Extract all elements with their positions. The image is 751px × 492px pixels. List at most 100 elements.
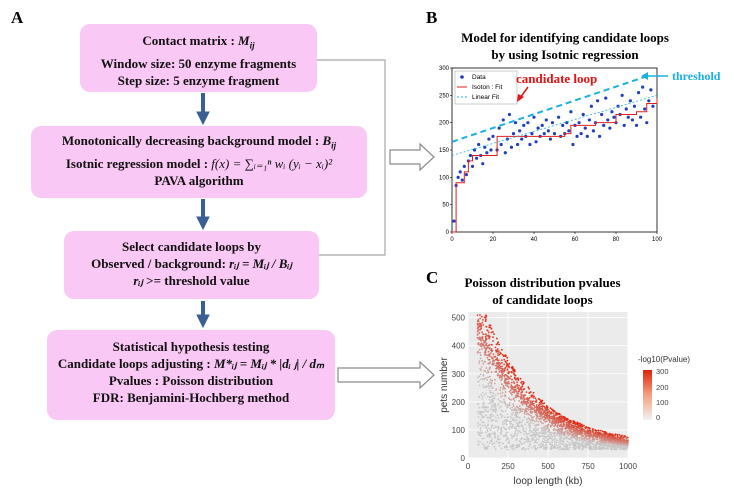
loop-point bbox=[486, 430, 489, 432]
loop-point bbox=[618, 436, 621, 439]
loop-point bbox=[490, 356, 493, 358]
loop-point bbox=[568, 422, 570, 425]
loop-point bbox=[580, 423, 583, 426]
loop-point bbox=[581, 429, 584, 432]
loop-point bbox=[491, 400, 493, 403]
loop-point bbox=[483, 424, 486, 427]
loop-point bbox=[479, 429, 482, 432]
loop-point bbox=[492, 395, 494, 397]
loop-point bbox=[523, 387, 526, 390]
loop-point bbox=[518, 443, 521, 446]
loop-point bbox=[521, 385, 524, 387]
loop-point bbox=[591, 428, 594, 431]
loop-point bbox=[539, 405, 542, 408]
loop-point bbox=[591, 440, 594, 442]
loop-point bbox=[572, 436, 574, 438]
loop-point bbox=[550, 408, 553, 411]
loop-point bbox=[494, 394, 497, 397]
loop-point bbox=[497, 425, 500, 428]
loop-point bbox=[511, 371, 513, 374]
loop-point bbox=[583, 436, 586, 439]
loop-point bbox=[547, 438, 550, 441]
data-point bbox=[518, 129, 522, 133]
loop-point bbox=[500, 379, 502, 381]
loop-point bbox=[549, 443, 551, 446]
loop-point bbox=[518, 405, 521, 407]
box4-line2-text: Candidate loops adjusting : bbox=[57, 356, 214, 371]
loop-point bbox=[534, 441, 537, 444]
loop-point bbox=[498, 376, 501, 379]
loop-point bbox=[566, 447, 569, 449]
loop-point bbox=[525, 432, 528, 435]
loop-point bbox=[525, 440, 527, 443]
loop-point bbox=[570, 431, 573, 433]
loop-point bbox=[591, 441, 593, 444]
loop-point bbox=[505, 445, 508, 448]
loop-point bbox=[494, 355, 497, 358]
loop-point bbox=[503, 354, 505, 357]
data-point bbox=[497, 126, 501, 130]
loop-point bbox=[481, 384, 484, 386]
loop-point bbox=[494, 378, 496, 381]
loop-point bbox=[516, 419, 518, 422]
loop-point bbox=[551, 441, 553, 443]
loop-point bbox=[548, 418, 551, 420]
loop-point bbox=[479, 423, 481, 426]
loop-point bbox=[481, 321, 484, 324]
loop-point bbox=[548, 410, 551, 413]
loop-point bbox=[528, 445, 530, 448]
loop-point bbox=[507, 364, 509, 366]
loop-point bbox=[506, 407, 509, 409]
loop-point bbox=[515, 411, 517, 414]
loop-point bbox=[529, 425, 532, 428]
isoton-fit-line bbox=[452, 98, 658, 233]
loop-point bbox=[511, 435, 514, 438]
loop-point bbox=[569, 438, 572, 441]
loop-point bbox=[492, 415, 495, 417]
loop-point bbox=[476, 322, 479, 325]
loop-point bbox=[527, 402, 530, 404]
loop-point bbox=[485, 426, 488, 429]
select-candidate-box: Select candidate loops by Observed / bac… bbox=[64, 231, 319, 299]
loop-point bbox=[510, 423, 513, 425]
loop-point bbox=[517, 390, 520, 393]
loop-point bbox=[532, 400, 534, 402]
loop-point bbox=[559, 445, 562, 448]
loop-point bbox=[509, 425, 512, 428]
data-point bbox=[544, 118, 548, 122]
loop-point bbox=[498, 427, 500, 430]
loop-point bbox=[481, 378, 484, 381]
loop-point bbox=[487, 395, 489, 398]
loop-point bbox=[484, 320, 487, 323]
loop-point bbox=[530, 412, 532, 414]
loop-point bbox=[520, 395, 523, 398]
loop-point bbox=[532, 391, 535, 394]
loop-point bbox=[568, 433, 571, 436]
loop-point bbox=[550, 434, 553, 436]
loop-point bbox=[614, 433, 617, 436]
loop-point bbox=[624, 446, 627, 449]
box3-line3-text: >= threshold value bbox=[142, 273, 250, 288]
loop-point bbox=[596, 434, 599, 436]
loop-point bbox=[478, 322, 481, 325]
loop-point bbox=[485, 431, 487, 434]
panel-c-title-line1: Poisson distribution pvalues bbox=[464, 275, 621, 290]
loop-point bbox=[505, 377, 508, 380]
loop-point bbox=[536, 423, 538, 426]
loop-point bbox=[600, 439, 603, 441]
loop-point bbox=[496, 374, 499, 377]
panel-label-b: B bbox=[426, 8, 438, 27]
loop-point bbox=[573, 447, 576, 450]
loop-point bbox=[592, 445, 595, 448]
loop-point bbox=[504, 422, 506, 425]
loop-point bbox=[518, 440, 521, 442]
loop-point bbox=[490, 352, 492, 354]
data-point bbox=[481, 162, 485, 166]
loop-point bbox=[560, 430, 563, 433]
loop-point bbox=[481, 315, 483, 318]
loop-point bbox=[579, 437, 582, 440]
data-point bbox=[528, 142, 532, 147]
loop-point bbox=[541, 440, 544, 443]
loop-point bbox=[622, 445, 625, 448]
loop-point bbox=[512, 424, 514, 426]
